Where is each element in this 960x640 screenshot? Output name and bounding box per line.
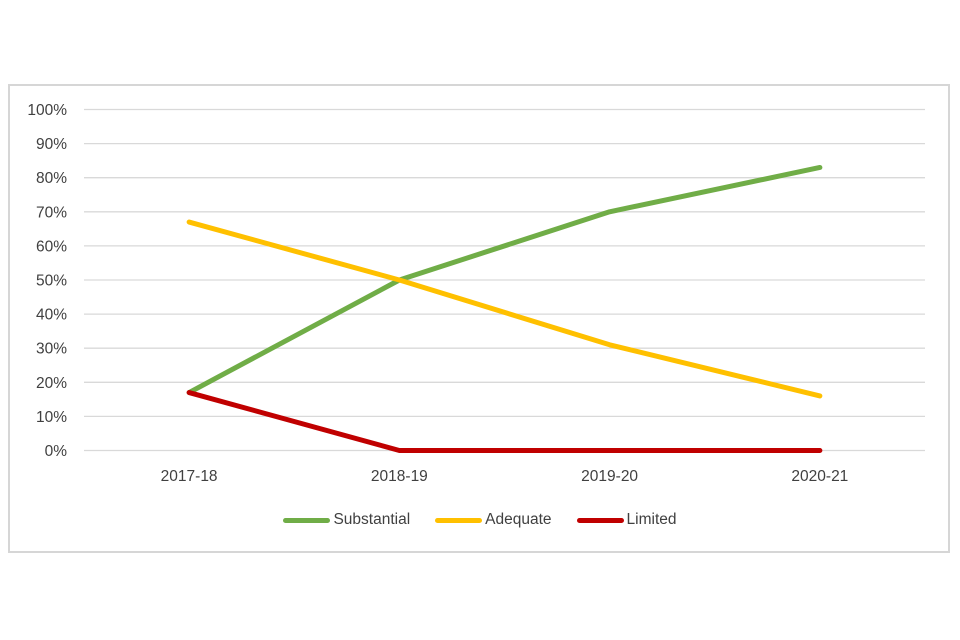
- legend-item-substantial: Substantial: [283, 510, 410, 530]
- y-axis-tick-label: 0%: [45, 443, 68, 460]
- legend-label: Adequate: [485, 511, 552, 528]
- series-line-adequate: [186, 219, 823, 399]
- legend-item-limited: Limited: [576, 510, 677, 530]
- legend-label: Substantial: [333, 511, 411, 528]
- legend-item-adequate: Adequate: [435, 510, 552, 530]
- y-axis-tick-label: 60%: [36, 238, 67, 255]
- legend-swatch-limited: [576, 517, 624, 523]
- legend-label: Limited: [626, 511, 677, 528]
- y-axis-tick-label: 100%: [27, 102, 67, 119]
- y-axis-tick-label: 50%: [36, 273, 67, 290]
- series-line-substantial: [186, 164, 823, 396]
- x-axis-tick-label: 2019-20: [581, 468, 638, 485]
- x-axis-tick-label: 2017-18: [161, 468, 218, 485]
- y-axis-tick-label: 80%: [36, 170, 67, 187]
- series-line-limited: [186, 390, 823, 453]
- y-axis-tick-label: 10%: [36, 409, 67, 426]
- legend-swatch-adequate: [435, 517, 483, 523]
- y-axis-tick-label: 70%: [36, 204, 67, 221]
- y-axis-tick-label: 20%: [36, 375, 67, 392]
- y-axis-tick-label: 40%: [36, 307, 67, 324]
- legend-swatch-substantial: [283, 517, 331, 523]
- chart-panel: [8, 84, 950, 553]
- y-axis-tick-label: 90%: [36, 136, 67, 153]
- x-axis-tick-label: 2020-21: [791, 468, 848, 485]
- x-axis-tick-label: 2018-19: [371, 468, 428, 485]
- chart-legend: Substantial Adequate Limited: [0, 510, 960, 530]
- y-axis-tick-label: 30%: [36, 341, 67, 358]
